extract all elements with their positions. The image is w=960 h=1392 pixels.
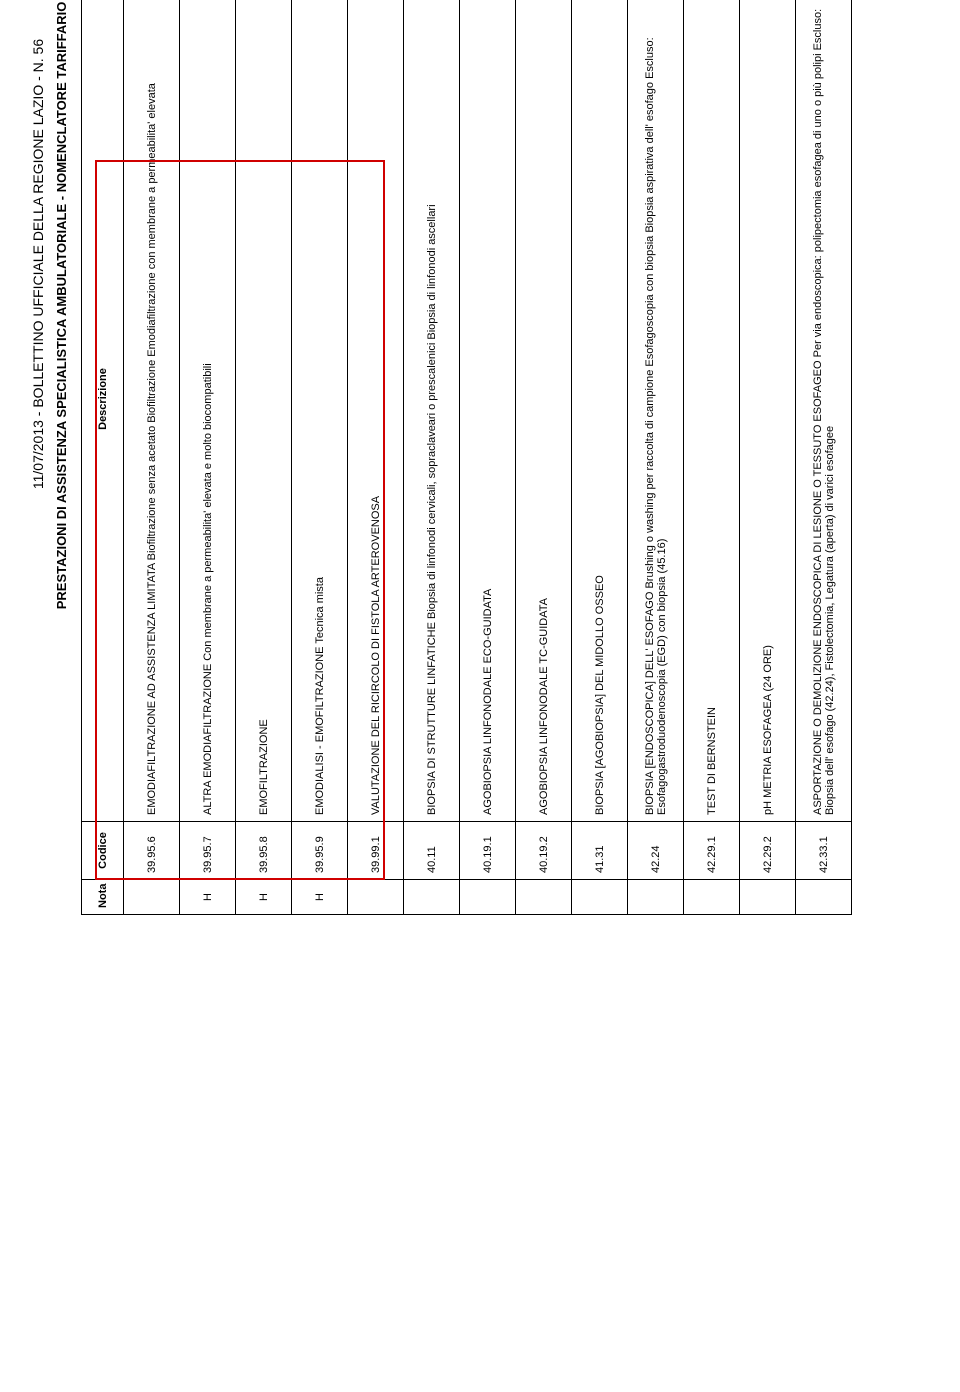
table-row: 42.33.1ASPORTAZIONE O DEMOLIZIONE ENDOSC… bbox=[796, 0, 852, 915]
col-descr-header: Descrizione bbox=[82, 0, 124, 822]
table-row: H39.95.8EMOFILTRAZIONEC29258,23 bbox=[236, 0, 292, 915]
cell-codice: 39.95.6 bbox=[124, 822, 180, 880]
cell-codice: 39.95.9 bbox=[292, 822, 348, 880]
table-row: 40.19.2AGOBIOPSIA LINFONODALE TC-GUIDATA… bbox=[516, 0, 572, 915]
cell-descr: VALUTAZIONE DEL RICIRCOLO DI FISTOLA ART… bbox=[348, 0, 404, 822]
cell-codice: 41.31 bbox=[572, 822, 628, 880]
cell-descr: BIOPSIA [AGOBIOPSIA] DEL MIDOLLO OSSEO bbox=[572, 0, 628, 822]
cell-nota bbox=[796, 880, 852, 915]
cell-nota: H bbox=[292, 880, 348, 915]
cell-nota bbox=[460, 880, 516, 915]
sheet: 11/07/2013 - BOLLETTINO UFFICIALE DELLA … bbox=[0, 0, 960, 960]
cell-codice: 39.99.1 bbox=[348, 822, 404, 880]
table-row: 42.29.1TEST DI BERNSTEINE5813,94 bbox=[684, 0, 740, 915]
table-row: H39.95.7ALTRA EMODIAFILTRAZIONE Con memb… bbox=[180, 0, 236, 915]
tariff-table: Nota Codice Descrizione Tipo Codice Bran… bbox=[81, 0, 852, 915]
cell-nota: H bbox=[180, 880, 236, 915]
cell-descr: pH METRIA ESOFAGEA (24 ORE) bbox=[740, 0, 796, 822]
table-row: 40.11BIOPSIA DI STRUTTURE LINFATICHE Bio… bbox=[404, 0, 460, 915]
table-row: H39.95.9EMODIALISI - EMOFILTRAZIONE Tecn… bbox=[292, 0, 348, 915]
cell-descr: BIOPSIA DI STRUTTURE LINFATICHE Biopsia … bbox=[404, 0, 460, 822]
doc-header: 11/07/2013 - BOLLETTINO UFFICIALE DELLA … bbox=[30, 0, 46, 915]
cell-codice: 40.19.2 bbox=[516, 822, 572, 880]
cell-nota bbox=[572, 880, 628, 915]
cell-descr: EMODIALISI - EMOFILTRAZIONE Tecnica mist… bbox=[292, 0, 348, 822]
cell-descr: TEST DI BERNSTEIN bbox=[684, 0, 740, 822]
cell-nota bbox=[516, 880, 572, 915]
table-header-row: Nota Codice Descrizione Tipo Codice Bran… bbox=[82, 0, 124, 915]
col-codice-header: Codice bbox=[82, 822, 124, 880]
cell-nota bbox=[404, 880, 460, 915]
cell-descr: EMOFILTRAZIONE bbox=[236, 0, 292, 822]
page-rotated-container: 11/07/2013 - BOLLETTINO UFFICIALE DELLA … bbox=[0, 0, 960, 960]
table-body: 39.95.6EMODIAFILTRAZIONE AD ASSISTENZA L… bbox=[124, 0, 852, 915]
table-row: 42.29.2pH METRIA ESOFAGEA (24 ORE)E5881,… bbox=[740, 0, 796, 915]
cell-nota bbox=[628, 880, 684, 915]
cell-codice: 42.29.1 bbox=[684, 822, 740, 880]
doc-title: PRESTAZIONI DI ASSISTENZA SPECIALISTICA … bbox=[54, 0, 69, 915]
cell-codice: 39.95.7 bbox=[180, 822, 236, 880]
cell-descr: ALTRA EMODIAFILTRAZIONE Con membrane a p… bbox=[180, 0, 236, 822]
cell-nota bbox=[740, 880, 796, 915]
cell-codice: 40.11 bbox=[404, 822, 460, 880]
cell-codice: 40.19.1 bbox=[460, 822, 516, 880]
cell-descr: AGOBIOPSIA LINFONODALE ECO-GUIDATA bbox=[460, 0, 516, 822]
cell-codice: 42.24 bbox=[628, 822, 684, 880]
cell-codice: 42.33.1 bbox=[796, 822, 852, 880]
cell-descr: EMODIAFILTRAZIONE AD ASSISTENZA LIMITATA… bbox=[124, 0, 180, 822]
cell-descr: ASPORTAZIONE O DEMOLIZIONE ENDOSCOPICA D… bbox=[796, 0, 852, 822]
col-nota-header: Nota bbox=[82, 880, 124, 915]
cell-nota bbox=[348, 880, 404, 915]
cell-descr: AGOBIOPSIA LINFONODALE TC-GUIDATA bbox=[516, 0, 572, 822]
table-row: 39.95.6EMODIAFILTRAZIONE AD ASSISTENZA L… bbox=[124, 0, 180, 915]
table-row: 41.31BIOPSIA [AGOBIOPSIA] DEL MIDOLLO OS… bbox=[572, 0, 628, 915]
cell-nota bbox=[684, 880, 740, 915]
cell-codice: 39.95.8 bbox=[236, 822, 292, 880]
cell-codice: 42.29.2 bbox=[740, 822, 796, 880]
cell-nota: H bbox=[236, 880, 292, 915]
cell-descr: BIOPSIA [ENDOSCOPICA] DELL' ESOFAGO Brus… bbox=[628, 0, 684, 822]
table-row: 42.24BIOPSIA [ENDOSCOPICA] DELL' ESOFAGO… bbox=[628, 0, 684, 915]
table-row: 39.99.1VALUTAZIONE DEL RICIRCOLO DI FIST… bbox=[348, 0, 404, 915]
cell-nota bbox=[124, 880, 180, 915]
table-row: 40.19.1AGOBIOPSIA LINFONODALE ECO-GUIDAT… bbox=[460, 0, 516, 915]
